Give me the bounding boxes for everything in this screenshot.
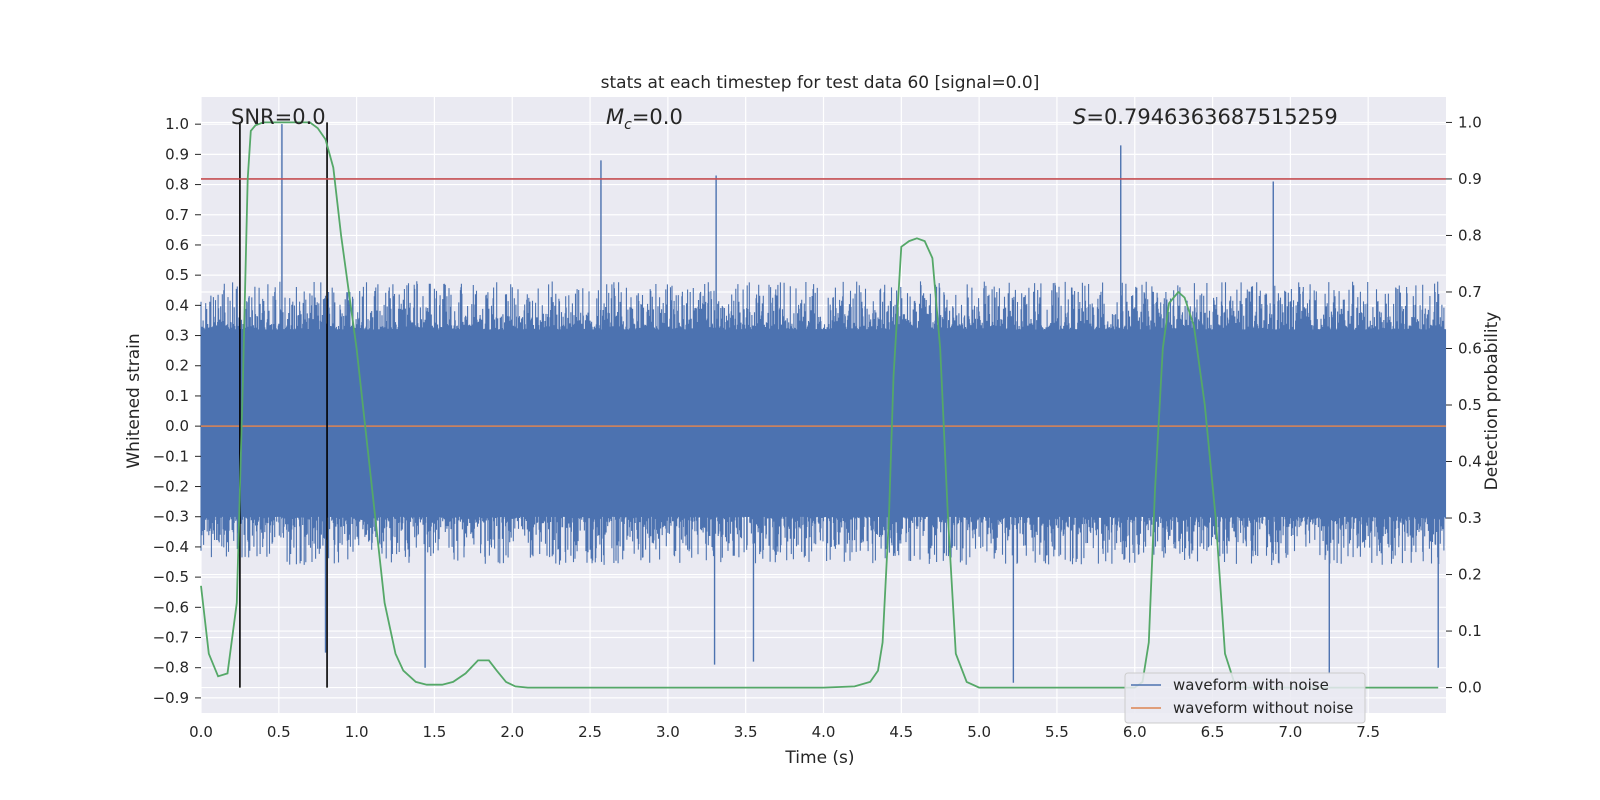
y-tick-label-left: −0.5: [153, 568, 189, 586]
x-tick-label: 3.0: [656, 723, 680, 741]
y-tick-label-left: −0.4: [153, 538, 189, 556]
y-tick-label-right: 0.0: [1458, 679, 1482, 697]
x-tick-label: 2.0: [500, 723, 524, 741]
x-tick-label: 7.5: [1356, 723, 1380, 741]
y-tick-label-left: 0.8: [165, 176, 189, 194]
x-tick-label: 6.5: [1201, 723, 1225, 741]
y-tick-label-right: 0.7: [1458, 283, 1482, 301]
x-tick-label: 2.5: [578, 723, 602, 741]
s-value: =0.7946363687515259: [1086, 105, 1337, 129]
legend-label-waveform-without-noise: waveform without noise: [1173, 699, 1353, 717]
x-tick-label: 1.0: [345, 723, 369, 741]
right-y-axis-ticks: 0.0 0.1 0.2 0.3 0.4 0.5 0.6 0.7 0.8 0.9 1.0: [1446, 113, 1482, 697]
left-y-axis-ticks: −0.9 −0.8 −0.7 −0.6 −0.5 −0.4 −0.3 −0.2 −0.1 0.0 0…: [153, 115, 201, 707]
y-tick-label-left: −0.8: [153, 659, 189, 677]
snr-annotation: SNR=0.0: [231, 105, 326, 129]
mc-symbol: M: [606, 105, 624, 129]
x-tick-label: 5.0: [967, 723, 991, 741]
vertical-markers: [239, 122, 328, 688]
waveform-with-noise-series: [200, 124, 1447, 683]
y-tick-label-left: 0.7: [165, 206, 189, 224]
y-tick-label-left: 0.2: [165, 357, 189, 375]
y-tick-label-right: 1.0: [1458, 113, 1482, 131]
y-tick-label-left: 1.0: [165, 115, 189, 133]
mc-value: =0.0: [632, 105, 683, 129]
y-tick-label-left: 0.3: [165, 327, 189, 345]
s-symbol: S: [1073, 105, 1086, 129]
chart-title: stats at each timestep for test data 60 …: [601, 73, 1040, 93]
x-axis-label: Time (s): [784, 748, 854, 768]
y-tick-label-left: 0.0: [165, 417, 189, 435]
y-tick-label-left: 0.4: [165, 296, 189, 314]
detection-probability-series: [200, 121, 1439, 689]
mc-subscript: c: [624, 117, 632, 133]
legend: waveform with noise waveform without noi…: [1124, 672, 1366, 724]
y-tick-label-right: 0.2: [1458, 566, 1482, 584]
x-tick-label: 4.5: [889, 723, 913, 741]
y-tick-label-left: 0.6: [165, 236, 189, 254]
y-tick-label-right: 0.3: [1458, 509, 1482, 527]
right-y-axis-label: Detection probability: [1482, 312, 1502, 491]
waveform-with-noise-core: [201, 329, 1446, 517]
x-tick-label: 0.5: [267, 723, 291, 741]
legend-box: [1124, 672, 1366, 724]
y-tick-label-right: 0.4: [1458, 453, 1482, 471]
y-tick-label-left: −0.9: [153, 689, 189, 707]
y-tick-label-left: 0.5: [165, 266, 189, 284]
y-tick-label-left: −0.2: [153, 478, 189, 496]
x-tick-label: 1.5: [423, 723, 447, 741]
y-tick-label-left: −0.7: [153, 629, 189, 647]
y-tick-label-left: 0.9: [165, 145, 189, 163]
y-tick-label-right: 0.1: [1458, 622, 1482, 640]
x-tick-label: 7.0: [1278, 723, 1302, 741]
y-tick-label-right: 0.8: [1458, 226, 1482, 244]
y-tick-label-left: −0.3: [153, 508, 189, 526]
y-tick-label-left: −0.6: [153, 598, 189, 616]
x-tick-label: 6.0: [1123, 723, 1147, 741]
y-tick-label-right: 0.6: [1458, 339, 1482, 357]
s-annotation: S=0.7946363687515259: [1073, 105, 1338, 129]
legend-label-waveform-with-noise: waveform with noise: [1173, 676, 1329, 694]
x-tick-label: 4.0: [812, 723, 836, 741]
y-tick-label-left: −0.1: [153, 447, 189, 465]
detection-probability-line: [200, 121, 1439, 689]
mc-annotation: Mc=0.0: [606, 105, 683, 133]
y-tick-label-right: 0.9: [1458, 170, 1482, 188]
left-y-axis-label: Whitened strain: [124, 333, 144, 468]
x-tick-label: 5.5: [1045, 723, 1069, 741]
y-tick-label-left: 0.1: [165, 387, 189, 405]
x-tick-label: 3.5: [734, 723, 758, 741]
x-axis-ticks: 0.0 0.5 1.0 1.5 2.0 2.5 3.0 3.5 4.0 4.5 5.0 5.5 6.0 6…: [189, 723, 1380, 741]
y-tick-label-right: 0.5: [1458, 396, 1482, 414]
x-tick-label: 0.0: [189, 723, 213, 741]
